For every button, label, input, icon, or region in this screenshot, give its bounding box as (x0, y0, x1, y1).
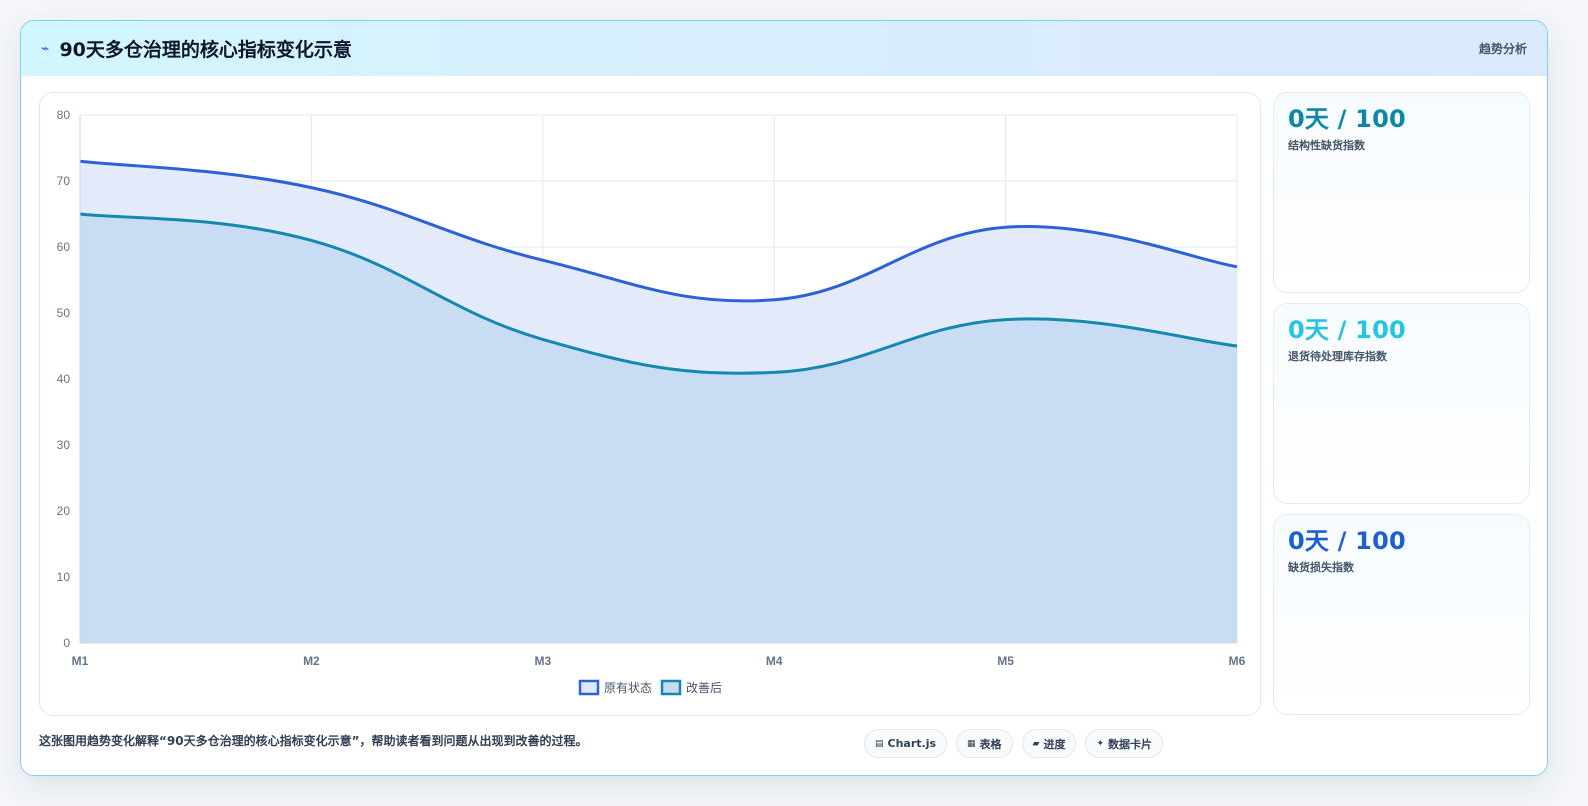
chip-data-card[interactable]: ✦ 数据卡片 (1085, 729, 1164, 758)
chart-icon: ▤ (875, 738, 884, 749)
y-tick-label: 40 (57, 372, 71, 386)
chip-label: 表格 (979, 737, 1002, 751)
page-title: 90天多仓治理的核心指标变化示意 (59, 39, 352, 61)
chip-label: 数据卡片 (1108, 737, 1153, 751)
trend-analysis-tag: 趋势分析 (1478, 42, 1527, 56)
kpi-label: 结构性缺货指数 (1288, 139, 1365, 152)
kpi-value: 0天 / 100 (1288, 316, 1406, 344)
table-icon: ▦ (967, 738, 976, 749)
chart-description: 这张图用趋势变化解释“90天多仓治理的核心指标变化示意”，帮助读者看到问题从出现… (39, 734, 588, 748)
chip-label: 进度 (1043, 737, 1066, 751)
kpi-value: 0天 / 100 (1288, 527, 1406, 555)
chip-label: Chart.js (887, 737, 937, 750)
y-tick-label: 10 (57, 570, 71, 584)
x-tick-label: M2 (303, 654, 320, 668)
lightning-icon: ⌁ (41, 40, 50, 57)
x-tick-label: M4 (766, 654, 783, 668)
y-tick-label: 80 (57, 108, 71, 122)
chip-progress[interactable]: ▰ 进度 (1021, 729, 1077, 758)
kpi-card-return-inventory: 0天 / 100 退货待处理库存指数 (1273, 303, 1530, 504)
series-area-1 (80, 214, 1237, 643)
sparkle-icon: ✦ (1096, 738, 1105, 749)
y-tick-label: 30 (57, 438, 71, 452)
y-tick-label: 20 (57, 504, 71, 518)
legend-label: 改善后 (686, 680, 722, 695)
chip-chartjs[interactable]: ▤ Chart.js (864, 729, 948, 758)
x-tick-label: M3 (534, 654, 551, 668)
kpi-card-shortage-loss: 0天 / 100 缺货损失指数 (1273, 514, 1530, 715)
progress-icon: ▰ (1032, 738, 1040, 749)
series-line-1 (79, 212, 1238, 375)
kpi-card-structural-shortage: 0天 / 100 结构性缺货指数 (1273, 92, 1530, 293)
tech-chips: ▤ Chart.js ▦ 表格 ▰ 进度 ✦ 数据卡片 (864, 729, 1164, 758)
chart-panel: 0 10 20 30 40 50 60 70 80 M1 M2 M3 M4 M5 M6 原有状态 改善后 (39, 92, 1261, 716)
kpi-value: 0天 / 100 (1288, 105, 1406, 133)
chip-table[interactable]: ▦ 表格 (956, 729, 1013, 758)
legend-swatch (660, 679, 682, 696)
kpi-label: 退货待处理库存指数 (1288, 350, 1387, 363)
y-tick-label: 0 (63, 636, 70, 650)
series-line-0 (79, 159, 1238, 303)
y-tick-label: 70 (57, 174, 71, 188)
x-tick-label: M6 (1229, 654, 1246, 668)
y-tick-label: 50 (57, 306, 71, 320)
area-chart: 0 10 20 30 40 50 60 70 80 M1 M2 M3 M4 M5 M6 原有状态 改善后 (57, 108, 1246, 696)
x-tick-label: M1 (72, 654, 89, 668)
legend-swatch (578, 679, 600, 696)
dashboard-card: ⌁ 90天多仓治理的核心指标变化示意 趋势分析 0 10 20 30 40 50 60 70 8… (20, 20, 1548, 776)
card-header: ⌁ 90天多仓治理的核心指标变化示意 趋势分析 (21, 21, 1547, 76)
kpi-label: 缺货损失指数 (1288, 561, 1354, 574)
legend-label: 原有状态 (604, 681, 652, 695)
y-tick-label: 60 (57, 240, 71, 254)
x-tick-label: M5 (997, 654, 1014, 668)
